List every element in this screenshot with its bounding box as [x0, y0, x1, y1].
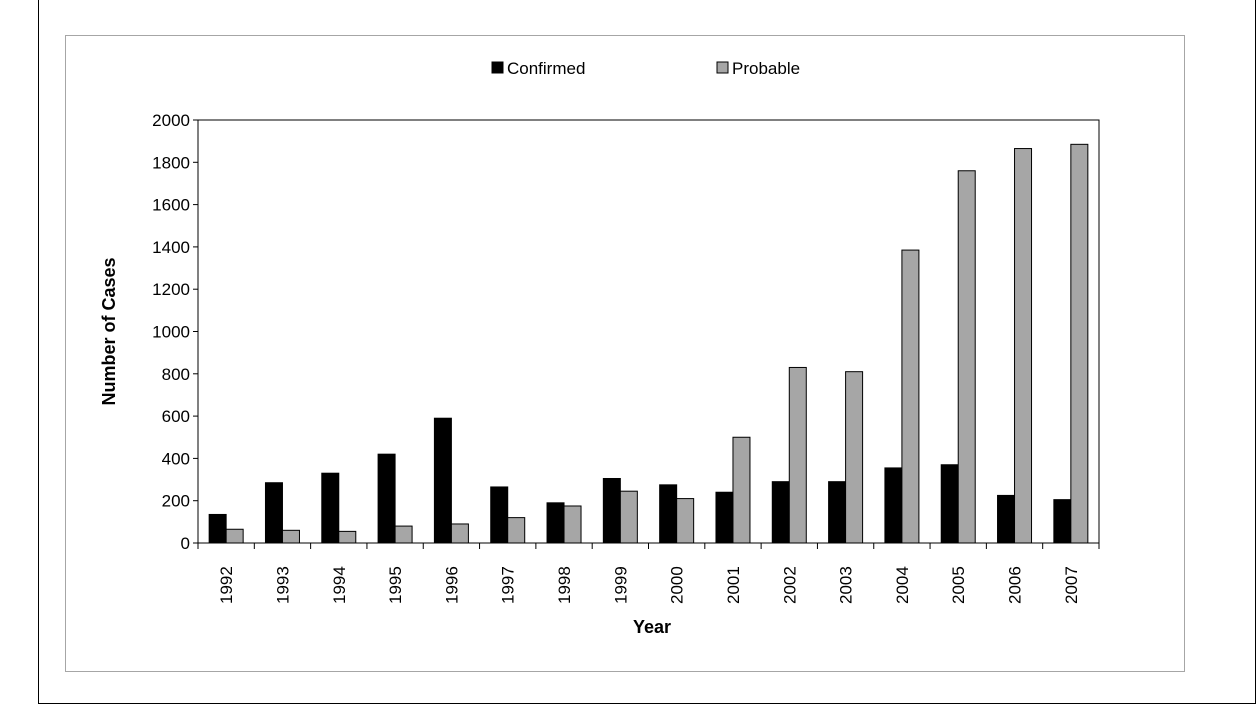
legend-swatch-probable — [716, 61, 729, 74]
legend-label-probable: Probable — [732, 59, 800, 78]
bar-confirmed-2006 — [997, 494, 1016, 544]
bar-probable-1996 — [450, 523, 469, 544]
x-tick-label: 2003 — [837, 566, 856, 604]
y-tick-label: 1800 — [152, 153, 190, 172]
x-tick-label: 2007 — [1062, 566, 1081, 604]
legend-label-confirmed: Confirmed — [507, 59, 585, 78]
x-tick-label: 1998 — [555, 566, 574, 604]
y-tick-label: 1000 — [152, 323, 190, 342]
bar-probable-2000 — [676, 498, 695, 544]
bar-confirmed-1992 — [208, 513, 227, 544]
bar-probable-1999 — [619, 490, 638, 544]
bar-confirmed-1999 — [602, 477, 621, 544]
bar-probable-1993 — [281, 529, 300, 544]
x-axis-title: Year — [633, 617, 671, 637]
bar-probable-2006 — [1014, 148, 1033, 544]
bar-confirmed-2001 — [715, 491, 734, 544]
bar-confirmed-1995 — [377, 453, 396, 544]
x-tick-label: 2001 — [724, 566, 743, 604]
bar-probable-2005 — [957, 170, 976, 544]
bar-probable-1992 — [225, 528, 244, 544]
bar-confirmed-2007 — [1053, 499, 1072, 544]
x-tick-label: 1997 — [499, 566, 518, 604]
bar-confirmed-2003 — [828, 481, 847, 544]
y-tick-label: 1400 — [152, 238, 190, 257]
x-tick-label: 1996 — [442, 566, 461, 604]
x-tick-label: 2000 — [668, 566, 687, 604]
bar-confirmed-1997 — [490, 486, 509, 544]
x-tick-label: 2006 — [1006, 566, 1025, 604]
bar-probable-2002 — [788, 366, 807, 544]
y-tick-label: 800 — [162, 365, 190, 384]
y-tick-label: 2000 — [152, 111, 190, 130]
x-tick-label: 2005 — [949, 566, 968, 604]
bar-probable-1995 — [394, 525, 413, 544]
bar-probable-1998 — [563, 505, 582, 544]
x-tick-label: 1994 — [330, 566, 349, 604]
x-tick-label: 1993 — [273, 566, 292, 604]
y-tick-label: 0 — [181, 534, 190, 553]
bar-confirmed-1996 — [433, 417, 452, 544]
x-tick-label: 1999 — [611, 566, 630, 604]
y-tick-label: 200 — [162, 492, 190, 511]
x-tick-label: 2002 — [780, 566, 799, 604]
bar-confirmed-2005 — [940, 464, 959, 544]
bar-confirmed-1993 — [264, 482, 283, 544]
bar-confirmed-2000 — [659, 484, 678, 544]
bar-probable-2007 — [1070, 143, 1089, 544]
outer-frame — [38, 0, 1256, 704]
y-axis-title: Number of Cases — [99, 257, 119, 405]
x-tick-label: 1992 — [217, 566, 236, 604]
legend-swatch-confirmed — [491, 61, 504, 74]
y-tick-label: 400 — [162, 449, 190, 468]
bar-probable-2001 — [732, 436, 751, 544]
bar-confirmed-2002 — [771, 481, 790, 544]
bar-confirmed-2004 — [884, 467, 903, 544]
bar-probable-2004 — [901, 249, 920, 544]
bar-probable-2003 — [845, 371, 864, 544]
bar-confirmed-1994 — [321, 472, 340, 544]
x-tick-label: 1995 — [386, 566, 405, 604]
y-tick-label: 600 — [162, 407, 190, 426]
chart-area — [65, 35, 1185, 672]
y-tick-label: 1200 — [152, 280, 190, 299]
bar-confirmed-1998 — [546, 502, 565, 544]
bar-probable-1997 — [507, 517, 526, 544]
bar-probable-1994 — [338, 530, 357, 544]
y-tick-label: 1600 — [152, 196, 190, 215]
x-tick-label: 2004 — [893, 566, 912, 604]
